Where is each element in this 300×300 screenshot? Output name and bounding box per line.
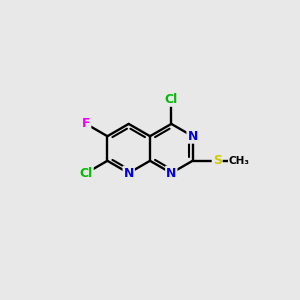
Text: S: S xyxy=(213,154,222,167)
Text: N: N xyxy=(124,167,134,180)
Text: F: F xyxy=(82,117,90,130)
Text: Cl: Cl xyxy=(80,167,93,180)
Text: N: N xyxy=(188,130,198,143)
Text: Cl: Cl xyxy=(165,93,178,106)
Text: CH₃: CH₃ xyxy=(229,156,250,166)
Text: N: N xyxy=(166,167,176,180)
